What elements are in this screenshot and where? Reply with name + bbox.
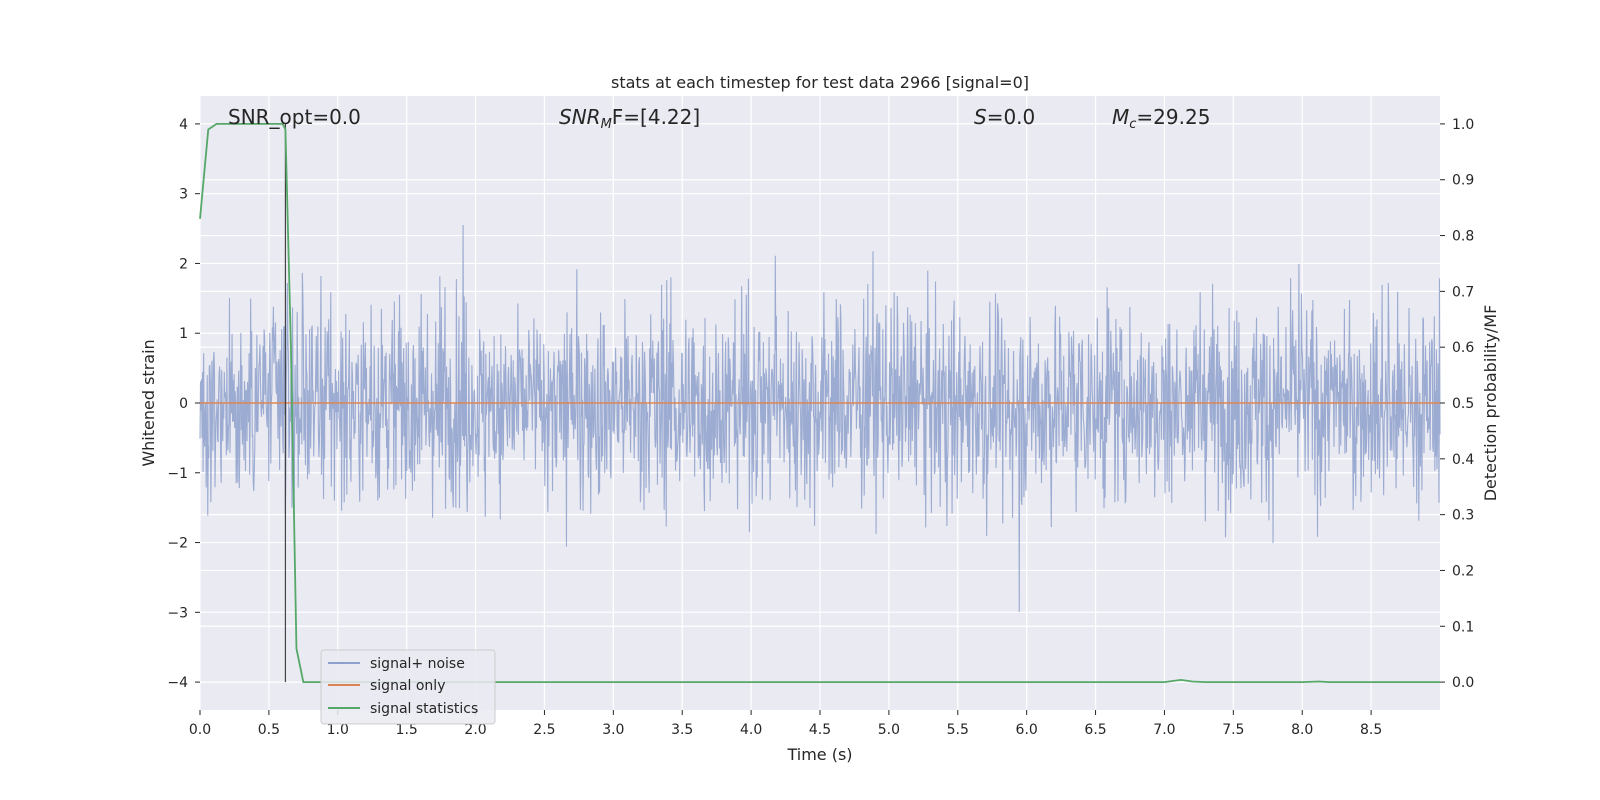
y-tick-label-left: 1 bbox=[179, 326, 188, 342]
x-tick-label: 2.5 bbox=[533, 722, 555, 738]
line-signal-statistics bbox=[199, 123, 1440, 683]
x-tick-label: 3.5 bbox=[671, 722, 693, 738]
x-tick-label: 0.5 bbox=[258, 722, 280, 738]
line-signal-noise bbox=[199, 225, 1441, 612]
y-tick-label-left: −3 bbox=[167, 605, 188, 621]
annotation-snr-mf-sub: M bbox=[601, 117, 612, 132]
y-tick-label-left: −1 bbox=[167, 466, 188, 482]
y-tick-label-left: 3 bbox=[179, 187, 188, 203]
y-tick-label-right: 1.0 bbox=[1452, 117, 1474, 133]
annotation-mc: Mc=29.25 bbox=[1112, 105, 1210, 132]
x-tick-label: 0.0 bbox=[189, 722, 211, 738]
annotation-snr-mf-main: SNR bbox=[559, 105, 601, 129]
x-ticks: 0.0 0.5 1.0 1.5 2.0 2.5 3.0 3.5 4.0 4.5 5.0 5.5 6.0 6… bbox=[189, 710, 1382, 738]
annotation-s-val: =0.0 bbox=[987, 105, 1036, 129]
y-tick-label-right: 0.4 bbox=[1452, 452, 1474, 468]
y-tick-label-left: 4 bbox=[179, 117, 188, 133]
y-tick-label-right: 0.8 bbox=[1452, 229, 1474, 245]
x-tick-label: 8.5 bbox=[1360, 722, 1382, 738]
y-axis-label-right: Detection probability/MF bbox=[1481, 305, 1500, 502]
y-tick-label-right: 0.2 bbox=[1452, 563, 1474, 579]
y-tick-label-right: 0.9 bbox=[1452, 173, 1474, 189]
y-tick-label-right: 0.3 bbox=[1452, 508, 1474, 524]
y-tick-label-right: 0.1 bbox=[1452, 619, 1474, 635]
y-tick-label-right: 0.7 bbox=[1452, 284, 1474, 300]
x-tick-label: 1.0 bbox=[327, 722, 349, 738]
annotation-mc-main: M bbox=[1112, 105, 1129, 129]
y-tick-label-left: 2 bbox=[179, 256, 188, 272]
legend-label-signal-noise: signal+ noise bbox=[370, 656, 465, 672]
chart-title: stats at each timestep for test data 296… bbox=[611, 73, 1029, 92]
legend-label-signal-only: signal only bbox=[370, 678, 445, 694]
x-tick-label: 5.0 bbox=[878, 722, 900, 738]
y-axis-label-left: Whitened strain bbox=[139, 339, 158, 466]
y-tick-label-left: −4 bbox=[167, 675, 188, 691]
legend-box bbox=[320, 649, 496, 725]
y-ticks-left: 4 3 2 1 0 −1 −2 −3 −4 bbox=[167, 117, 200, 691]
y-ticks-right: 1.0 0.9 0.8 0.7 0.6 0.5 0.4 0.3 0.2 0.1 0.0 bbox=[1440, 117, 1474, 691]
y-tick-label-right: 0.0 bbox=[1452, 675, 1474, 691]
legend-label-signal-statistics: signal statistics bbox=[370, 701, 478, 717]
lines bbox=[199, 123, 1440, 683]
series-signal-noise bbox=[199, 225, 1441, 612]
annotation-mc-val: =29.25 bbox=[1136, 105, 1210, 129]
x-axis-label: Time (s) bbox=[786, 745, 852, 764]
annotation-s: S=0.0 bbox=[974, 105, 1035, 129]
x-tick-label: 7.5 bbox=[1222, 722, 1244, 738]
x-tick-label: 4.5 bbox=[809, 722, 831, 738]
legend: signal+ noise signal only signal statist… bbox=[320, 649, 496, 725]
x-tick-label: 2.0 bbox=[464, 722, 486, 738]
x-tick-label: 4.0 bbox=[740, 722, 762, 738]
annotation-snr-mf: SNRMF=[4.22] bbox=[559, 105, 700, 132]
x-tick-label: 8.0 bbox=[1291, 722, 1313, 738]
y-tick-label-right: 0.6 bbox=[1452, 340, 1474, 356]
x-tick-label: 6.0 bbox=[1016, 722, 1038, 738]
x-tick-label: 3.0 bbox=[602, 722, 624, 738]
y-tick-label-right: 0.5 bbox=[1452, 396, 1474, 412]
x-tick-label: 1.5 bbox=[396, 722, 418, 738]
y-tick-label-left: −2 bbox=[167, 536, 188, 552]
x-tick-label: 6.5 bbox=[1084, 722, 1106, 738]
annotation-mc-sub: c bbox=[1129, 117, 1136, 132]
annotation-s-var: S bbox=[974, 105, 987, 129]
annotation-snr-opt: SNR_opt=0.0 bbox=[228, 105, 361, 129]
y-tick-label-left: 0 bbox=[179, 396, 188, 412]
annotation-snr-mf-tail: F=[4.22] bbox=[612, 105, 700, 129]
x-tick-label: 7.0 bbox=[1153, 722, 1175, 738]
x-tick-label: 5.5 bbox=[947, 722, 969, 738]
